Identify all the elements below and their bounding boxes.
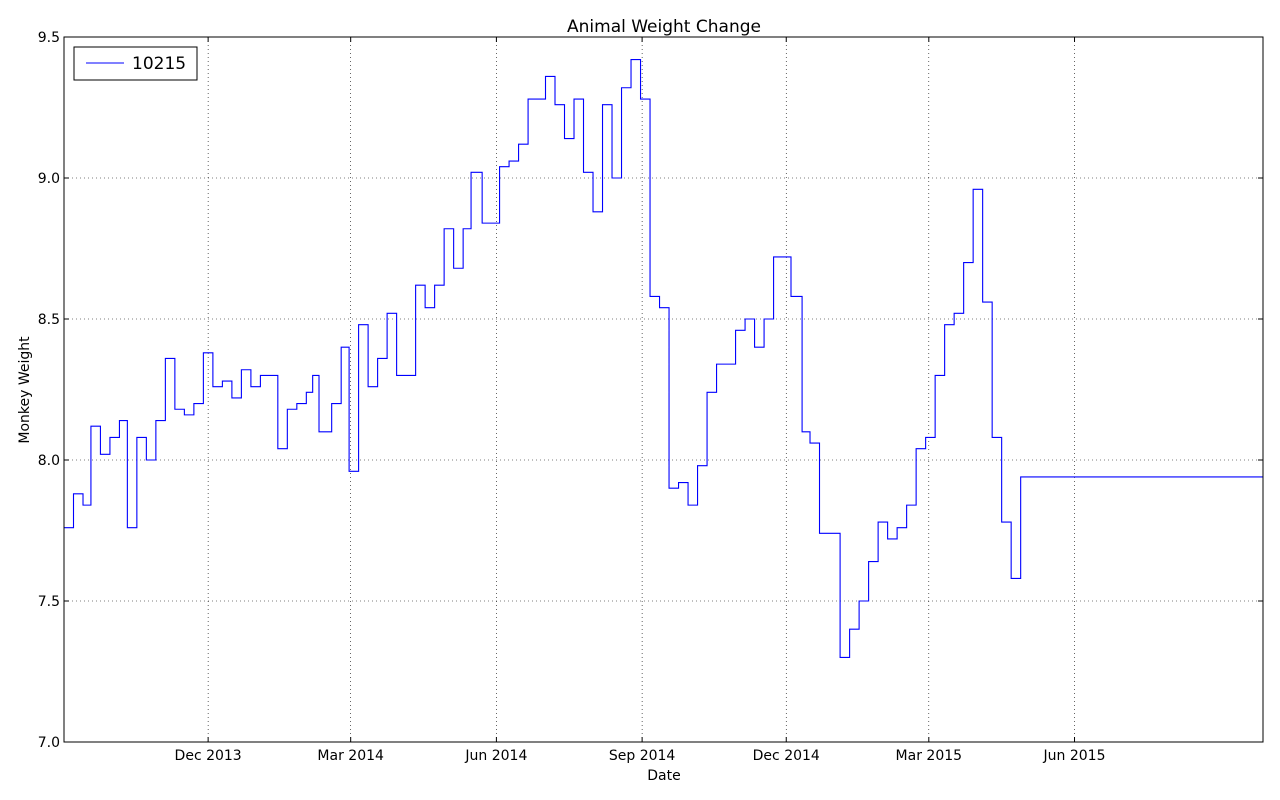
x-tick-label: Dec 2013 [175,748,242,764]
x-tick-label: Mar 2015 [896,748,963,764]
legend: 10215 [73,46,198,81]
x-tick-label: Sep 2014 [609,748,676,764]
y-tick-label: 9.5 [38,30,60,46]
series-line-10215 [64,59,1263,658]
y-tick-label: 7.5 [38,594,60,610]
x-tick-label: Jun 2015 [1043,748,1106,764]
ticks: 7.0 7.5 8.0 8.5 9.0 9.5 Dec 2013 Mar 2014 Jun 20… [38,30,1263,764]
series-line-layer [64,59,1263,658]
x-tick-label: Jun 2014 [464,748,527,764]
x-axis-label: Date [647,768,680,784]
x-tick-label: Mar 2014 [317,748,384,764]
y-tick-label: 8.5 [38,312,60,328]
chart-title: Animal Weight Change [567,17,761,37]
plot-frame [63,36,1264,743]
y-tick-label: 8.0 [38,453,60,469]
x-tick-label: Dec 2014 [753,748,820,764]
grid [64,37,1263,742]
legend-label-10215: 10215 [132,54,186,74]
y-tick-label: 9.0 [38,171,60,187]
y-tick-label: 7.0 [38,735,60,751]
y-axis-label: Monkey Weight [17,336,33,444]
